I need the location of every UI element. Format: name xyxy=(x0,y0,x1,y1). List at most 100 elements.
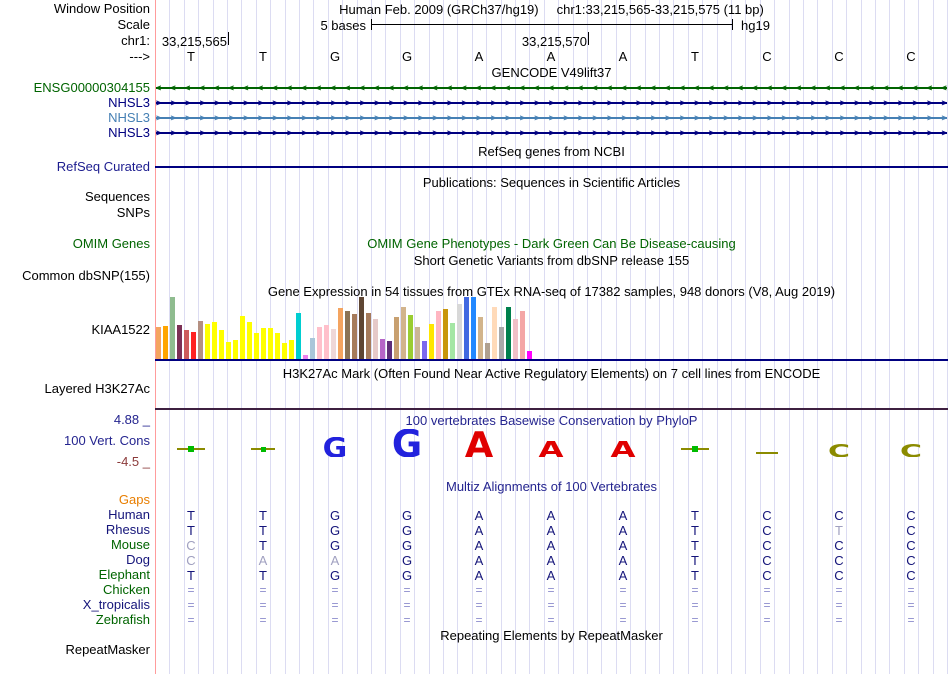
species-label-dog[interactable]: Dog xyxy=(126,552,150,567)
alignment-base: A xyxy=(546,523,556,538)
strand-arrow-icon: < xyxy=(825,83,831,93)
gtex-tissue-bar xyxy=(198,321,203,359)
strand-arrow-icon: > xyxy=(941,113,947,123)
track-label-kiaa1522[interactable]: KIAA1522 xyxy=(91,322,150,337)
strand-arrow-icon: > xyxy=(228,113,234,123)
strand-arrow-icon: > xyxy=(708,113,715,123)
gene-body-nhsl3[interactable]: > > > > > > > > > > > > > > > > > > > > > > > > > > > > > > > > > > > > > > > >… xyxy=(156,113,947,123)
strand-arrow-icon: > xyxy=(170,113,176,123)
strand-arrow-icon: > xyxy=(286,128,293,138)
strand-arrow-icon: > xyxy=(796,113,802,123)
gene-label-ensg00000304155[interactable]: ENSG00000304155 xyxy=(33,80,150,95)
strand-arrow-icon: < xyxy=(636,83,642,93)
alignment-base: C xyxy=(906,523,916,538)
strand-arrow-icon: < xyxy=(432,83,438,93)
base-letter: T xyxy=(691,49,699,64)
track-label-gaps[interactable]: Gaps xyxy=(118,492,150,507)
species-label-zebrafish[interactable]: Zebrafish xyxy=(95,612,150,627)
alignment-base: = xyxy=(835,613,843,627)
gtex-tissue-bar xyxy=(380,339,385,359)
track-title-gencode-v49lift37[interactable]: GENCODE V49lift37 xyxy=(491,65,612,80)
alignment-base: = xyxy=(475,613,483,627)
svg-text:C: C xyxy=(828,444,850,457)
track-label-snps[interactable]: SNPs xyxy=(116,205,150,220)
alignment-base: = xyxy=(475,598,483,612)
track-label-scale[interactable]: Scale xyxy=(117,17,150,32)
strand-arrow-icon: > xyxy=(563,113,569,123)
gtex-tissue-bar xyxy=(156,327,161,359)
track-label-4-5[interactable]: -4.5 _ xyxy=(116,454,150,469)
track-label-label[interactable]: ---> xyxy=(129,49,150,64)
strand-arrow-icon: < xyxy=(476,83,482,93)
alignment-base: = xyxy=(259,598,267,612)
track-title-omim-gene-phenotypes-dark-green-can-be-d[interactable]: OMIM Gene Phenotypes - Dark Green Can Be… xyxy=(367,236,736,251)
grid-line xyxy=(227,0,228,674)
alignment-base: G xyxy=(401,553,413,568)
gene-label-nhsl3[interactable]: NHSL3 xyxy=(108,95,150,110)
gene-body-ensg00000304155[interactable]: < < < < < < < < < < < < < < < < < < < < < < < < < < < < < < < < < < < < < < < <… xyxy=(156,83,947,93)
track-label-repeatmasker[interactable]: RepeatMasker xyxy=(65,642,150,657)
track-title-gene-expression-in-54-tissues-from-gtex-[interactable]: Gene Expression in 54 tissues from GTEx … xyxy=(267,284,836,299)
track-label-refseq-curated[interactable]: RefSeq Curated xyxy=(56,159,150,174)
grid-line xyxy=(817,0,818,674)
track-title-refseq-genes-from-ncbi[interactable]: RefSeq genes from NCBI xyxy=(478,144,625,159)
species-label-mouse[interactable]: Mouse xyxy=(110,537,150,552)
species-label-elephant[interactable]: Elephant xyxy=(98,567,150,582)
gene-body-nhsl3[interactable]: > > > > > > > > > > > > > > > > > > > > > > > > > > > > > > > > > > > > > > > >… xyxy=(156,128,947,138)
track-label-chr1[interactable]: chr1: xyxy=(121,33,150,48)
species-label-x-tropicalis[interactable]: X_tropicalis xyxy=(82,597,150,612)
strand-arrow-icon: > xyxy=(723,113,729,123)
strand-arrow-icon: > xyxy=(592,128,598,138)
track-title-multiz-alignments-of-100-vertebrates[interactable]: Multiz Alignments of 100 Vertebrates xyxy=(445,479,657,494)
track-title-repeating-elements-by-repeatmasker[interactable]: Repeating Elements by RepeatMasker xyxy=(440,628,663,643)
gene-line xyxy=(156,117,947,119)
gtex-tissue-bar xyxy=(191,332,196,359)
track-title-100-vertebrates-basewise-conservation-by[interactable]: 100 vertebrates Basewise Conservation by… xyxy=(405,413,698,428)
track-label-4-88[interactable]: 4.88 _ xyxy=(113,412,150,427)
track-label-sequences[interactable]: Sequences xyxy=(84,189,150,204)
strand-arrow-icon: > xyxy=(505,128,511,138)
strand-arrow-icon: > xyxy=(432,113,438,123)
conservation-letter-A: A xyxy=(611,441,637,457)
gene-label-nhsl3[interactable]: NHSL3 xyxy=(108,125,150,140)
gtex-tissue-bar xyxy=(436,311,441,359)
gtex-tissue-bar xyxy=(506,307,511,359)
alignment-base: T xyxy=(691,538,699,553)
grid-line xyxy=(313,0,314,674)
track-title-h3k27ac-mark-often-found-near-active-reg[interactable]: H3K27Ac Mark (Often Found Near Active Re… xyxy=(282,366,821,381)
strand-arrow-icon: > xyxy=(345,98,351,108)
grid-line xyxy=(630,0,631,674)
gtex-tissue-bar xyxy=(247,322,252,359)
gtex-tissue-bar xyxy=(282,343,287,359)
track-title-publications-sequences-in-scientific-art[interactable]: Publications: Sequences in Scientific Ar… xyxy=(422,175,681,190)
track-label-common-dbsnp-155[interactable]: Common dbSNP(155) xyxy=(22,268,150,283)
strand-arrow-icon: > xyxy=(868,98,875,108)
gtex-tissue-bar xyxy=(527,351,532,359)
track-title-short-genetic-variants-from-dbsnp-releas[interactable]: Short Genetic Variants from dbSNP releas… xyxy=(413,253,690,268)
track-label-100-vert-cons[interactable]: 100 Vert. Cons xyxy=(64,433,150,448)
gene-label-nhsl3[interactable]: NHSL3 xyxy=(108,110,150,125)
strand-arrow-icon: > xyxy=(214,113,220,123)
track-label-window-position[interactable]: Window Position xyxy=(53,1,150,16)
species-label-rhesus[interactable]: Rhesus xyxy=(105,522,150,537)
strand-arrow-icon: > xyxy=(563,128,569,138)
strand-arrow-icon: > xyxy=(330,98,336,108)
gtex-tissue-bar xyxy=(345,311,350,359)
alignment-base: = xyxy=(331,598,339,612)
alignment-base: C xyxy=(834,553,844,568)
gene-body-nhsl3[interactable]: > > > > > > > > > > > > > > > > > > > > > > > > > > > > > > > > > > > > > > > >… xyxy=(156,98,947,108)
strand-arrow-icon: > xyxy=(665,98,671,108)
strand-arrow-icon: > xyxy=(781,128,787,138)
species-label-chicken[interactable]: Chicken xyxy=(103,582,150,597)
track-label-omim-genes[interactable]: OMIM Genes xyxy=(72,236,150,251)
base-letter: C xyxy=(762,49,772,64)
strand-arrow-icon: < xyxy=(490,83,496,93)
base-letter: G xyxy=(401,49,413,64)
gtex-tissue-bar xyxy=(443,309,448,359)
strand-arrow-icon: > xyxy=(359,113,365,123)
strand-arrow-icon: > xyxy=(592,113,598,123)
strand-arrow-icon: > xyxy=(839,98,845,108)
species-label-human[interactable]: Human xyxy=(108,507,150,522)
track-label-layered-h3k27ac[interactable]: Layered H3K27Ac xyxy=(44,381,150,396)
